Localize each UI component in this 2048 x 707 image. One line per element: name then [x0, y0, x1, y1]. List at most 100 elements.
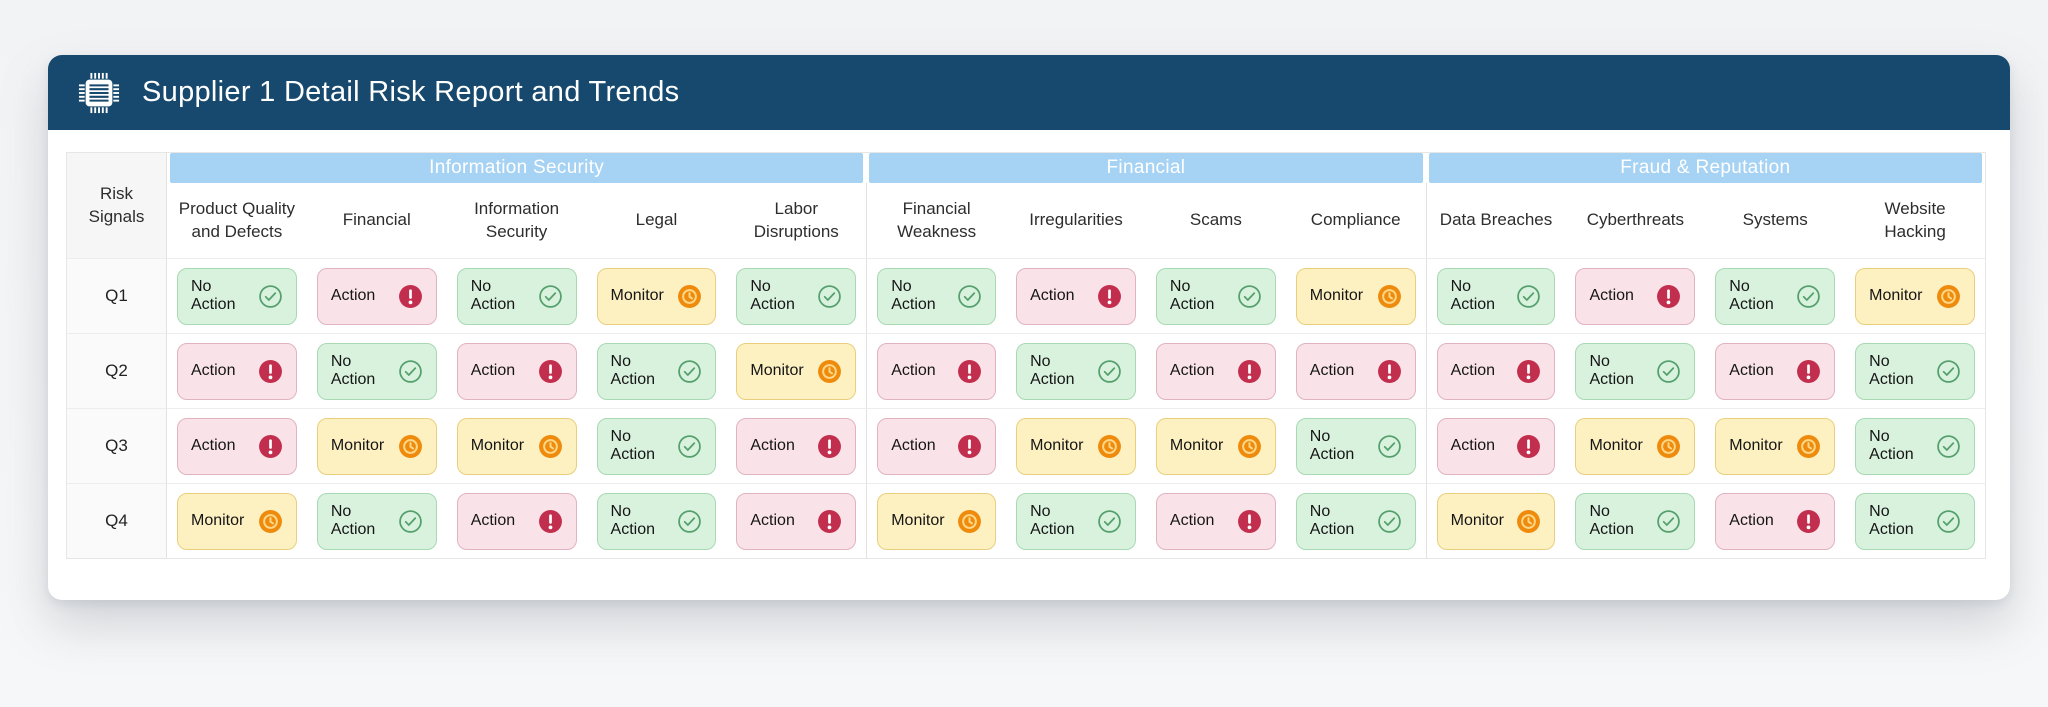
- status-badge-action[interactable]: Action: [316, 267, 437, 325]
- status-badge-no-action[interactable]: No Action: [1575, 492, 1696, 550]
- status-badge-action[interactable]: Action: [736, 417, 857, 475]
- status-badge-no-action[interactable]: No Action: [316, 342, 437, 400]
- alert-circle-icon: [957, 359, 982, 384]
- alert-circle-icon: [817, 434, 842, 459]
- status-badge-no-action[interactable]: No Action: [1855, 492, 1975, 550]
- status-badge-monitor[interactable]: Monitor: [1575, 417, 1696, 475]
- status-badge-action[interactable]: Action: [1016, 267, 1136, 325]
- status-badge-monitor[interactable]: Monitor: [456, 417, 577, 475]
- status-badge-no-action[interactable]: No Action: [596, 342, 717, 400]
- status-badge-monitor[interactable]: Monitor: [1436, 492, 1556, 550]
- table-cell: No Action: [1845, 483, 1985, 558]
- status-badge-no-action[interactable]: No Action: [1295, 417, 1416, 475]
- status-badge-no-action[interactable]: No Action: [596, 492, 717, 550]
- status-label: Action: [1450, 437, 1496, 454]
- status-label: Monitor: [1589, 437, 1643, 454]
- status-badge-action[interactable]: Action: [177, 342, 297, 400]
- table-cell: No Action: [1006, 333, 1146, 408]
- status-badge-no-action[interactable]: No Action: [316, 492, 437, 550]
- status-label: No Action: [330, 503, 376, 538]
- status-badge-action[interactable]: Action: [1436, 342, 1556, 400]
- status-badge-action[interactable]: Action: [1715, 342, 1836, 400]
- status-badge-monitor[interactable]: Monitor: [736, 342, 857, 400]
- status-label: Action: [1169, 362, 1215, 379]
- status-badge-action[interactable]: Action: [1715, 492, 1836, 550]
- status-badge-no-action[interactable]: No Action: [1575, 342, 1696, 400]
- status-badge-monitor[interactable]: Monitor: [177, 492, 297, 550]
- status-badge-action[interactable]: Action: [177, 417, 297, 475]
- clock-circle-icon: [1656, 434, 1681, 459]
- status-badge-action[interactable]: Action: [456, 342, 577, 400]
- status-badge-no-action[interactable]: No Action: [1436, 267, 1556, 325]
- status-badge-monitor[interactable]: Monitor: [1295, 267, 1416, 325]
- table-cell: No Action: [1285, 483, 1426, 558]
- status-label: No Action: [470, 278, 516, 313]
- status-label: No Action: [1589, 353, 1634, 388]
- status-badge-action[interactable]: Action: [456, 492, 577, 550]
- clock-circle-icon: [538, 434, 563, 459]
- status-badge-no-action[interactable]: No Action: [596, 417, 717, 475]
- status-badge-action[interactable]: Action: [1436, 417, 1556, 475]
- table-cell: Action: [726, 483, 867, 558]
- status-label: Monitor: [330, 437, 385, 454]
- status-label: No Action: [1309, 503, 1355, 538]
- clock-circle-icon: [1516, 509, 1541, 534]
- status-badge-action[interactable]: Action: [736, 492, 857, 550]
- status-badge-action[interactable]: Action: [1155, 492, 1276, 550]
- table-cell: Action: [306, 258, 447, 333]
- status-badge-monitor[interactable]: Monitor: [1155, 417, 1276, 475]
- status-badge-action[interactable]: Action: [1295, 342, 1416, 400]
- table-cell: Action: [1145, 333, 1286, 408]
- status-badge-no-action[interactable]: No Action: [736, 267, 857, 325]
- status-badge-monitor[interactable]: Monitor: [1855, 267, 1975, 325]
- check-circle-icon: [1097, 509, 1122, 534]
- table-cell: Action: [446, 483, 587, 558]
- status-badge-monitor[interactable]: Monitor: [1715, 417, 1836, 475]
- status-badge-action[interactable]: Action: [1575, 267, 1696, 325]
- status-label: No Action: [1869, 353, 1914, 388]
- status-badge-no-action[interactable]: No Action: [1855, 342, 1975, 400]
- status-label: No Action: [610, 428, 655, 463]
- status-badge-monitor[interactable]: Monitor: [316, 417, 437, 475]
- status-label: Monitor: [891, 512, 945, 529]
- check-circle-icon: [398, 359, 423, 384]
- table-cell: No Action: [306, 333, 447, 408]
- table-cell: Monitor: [1705, 408, 1846, 483]
- check-circle-icon: [677, 359, 702, 384]
- status-badge-action[interactable]: Action: [1155, 342, 1276, 400]
- table-cell: No Action: [1565, 333, 1706, 408]
- status-badge-no-action[interactable]: No Action: [456, 267, 577, 325]
- check-circle-icon: [677, 434, 702, 459]
- status-badge-no-action[interactable]: No Action: [1155, 267, 1276, 325]
- table-cell: No Action: [586, 408, 727, 483]
- table-cell: No Action: [167, 258, 307, 333]
- column-header-compliance: Compliance: [1310, 210, 1401, 230]
- status-label: Monitor: [1169, 437, 1224, 454]
- status-badge-monitor[interactable]: Monitor: [1016, 417, 1136, 475]
- status-label: No Action: [1589, 503, 1634, 538]
- clock-circle-icon: [1377, 284, 1402, 309]
- table-cell: Action: [1425, 333, 1566, 408]
- status-badge-no-action[interactable]: No Action: [877, 267, 997, 325]
- clock-circle-icon: [957, 509, 982, 534]
- table-cell: No Action: [1145, 258, 1286, 333]
- status-badge-no-action[interactable]: No Action: [1016, 342, 1136, 400]
- status-label: Action: [330, 287, 376, 304]
- status-label: No Action: [1309, 428, 1355, 463]
- group-header-financial: Financial: [869, 153, 1423, 183]
- status-badge-no-action[interactable]: No Action: [177, 267, 297, 325]
- status-label: No Action: [1169, 278, 1215, 313]
- status-badge-no-action[interactable]: No Action: [1715, 267, 1836, 325]
- status-label: Monitor: [1450, 512, 1504, 529]
- status-badge-monitor[interactable]: Monitor: [596, 267, 717, 325]
- status-badge-action[interactable]: Action: [877, 417, 997, 475]
- status-badge-no-action[interactable]: No Action: [1016, 492, 1136, 550]
- status-badge-no-action[interactable]: No Action: [1855, 417, 1975, 475]
- column-header-information-security: Information Security: [474, 198, 560, 241]
- status-badge-action[interactable]: Action: [877, 342, 997, 400]
- status-badge-no-action[interactable]: No Action: [1295, 492, 1416, 550]
- status-badge-monitor[interactable]: Monitor: [877, 492, 997, 550]
- status-label: No Action: [1030, 353, 1075, 388]
- column-header-scams: Scams: [1189, 210, 1242, 230]
- check-circle-icon: [538, 284, 563, 309]
